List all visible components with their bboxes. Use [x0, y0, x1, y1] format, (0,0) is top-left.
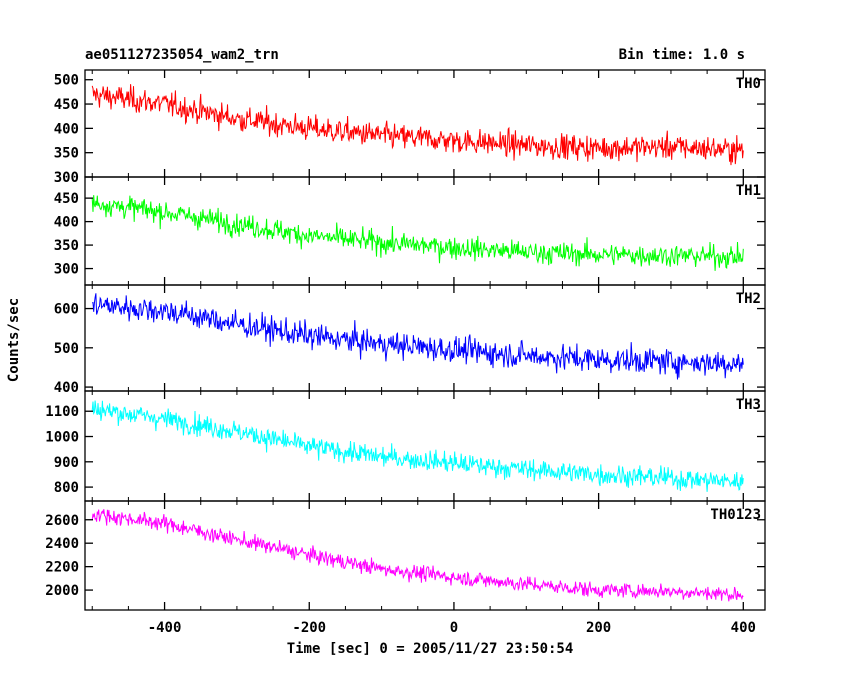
series-line-th2	[92, 293, 744, 380]
series-line-th0	[91, 84, 744, 166]
y-tick-label: 400	[54, 215, 79, 231]
panel-frame-th0	[84, 69, 766, 178]
panel-label-th0123: TH0123	[710, 507, 761, 523]
panel-frame-th3	[84, 390, 766, 502]
y-tick-label: 500	[54, 341, 79, 357]
series-line-th1	[91, 195, 744, 271]
y-tick-label: 1000	[45, 430, 79, 446]
bin-time-label: Bin time: 1.0 s	[619, 47, 745, 63]
panel-frame-th2	[84, 284, 766, 392]
y-tick-label: 400	[54, 121, 79, 137]
y-axis-label: Counts/sec	[6, 298, 22, 382]
x-axis-label: Time [sec] 0 = 2005/11/27 23:50:54	[287, 641, 574, 657]
y-tick-label: 600	[54, 302, 79, 318]
series-line-th3	[91, 400, 744, 492]
y-tick-label: 2000	[45, 583, 79, 599]
panel-frame-th1	[84, 176, 766, 286]
y-tick-label: 450	[54, 191, 79, 207]
panel-label-th2: TH2	[736, 291, 761, 307]
y-tick-label: 1100	[45, 404, 79, 420]
y-tick-label: 450	[54, 97, 79, 113]
panel-frame-th0123	[84, 500, 766, 611]
y-tick-label: 300	[54, 262, 79, 278]
y-tick-label: 350	[54, 146, 79, 162]
y-tick-label: 500	[54, 73, 79, 89]
panel-label-th1: TH1	[736, 183, 761, 199]
y-tick-label: 2200	[45, 560, 79, 576]
panel-label-th0: TH0	[736, 76, 761, 92]
y-tick-label: 800	[54, 480, 79, 496]
y-tick-label: 900	[54, 455, 79, 471]
y-tick-label: 400	[54, 380, 79, 396]
y-tick-label: 2400	[45, 536, 79, 552]
chart-title: ae051127235054_wam2_trn	[85, 47, 279, 63]
x-tick-label: 200	[586, 620, 611, 636]
x-tick-label: 0	[450, 620, 458, 636]
y-tick-label: 300	[54, 170, 79, 186]
x-tick-label: 400	[731, 620, 756, 636]
panels-group: 300 350 400 450 500 TH0 300 350 400 450 TH1 400 500 6…	[45, 69, 766, 636]
y-tick-label: 350	[54, 238, 79, 254]
y-tick-label: 2600	[45, 513, 79, 529]
x-tick-label: -400	[148, 620, 182, 636]
x-tick-label: -200	[292, 620, 326, 636]
panel-label-th3: TH3	[736, 397, 761, 413]
series-line-th0123	[91, 509, 744, 602]
